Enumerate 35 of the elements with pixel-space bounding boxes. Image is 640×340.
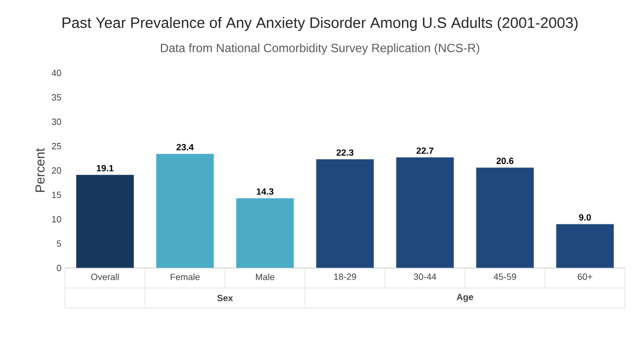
chart-title: Past Year Prevalence of Any Anxiety Disorder Among U.S Adults (2001-2003) (62, 17, 578, 31)
y-tick-label: 20 (52, 167, 62, 174)
chart-subtitle: Data from National Comorbidity Survey Replication (NCS-R) (160, 43, 480, 55)
y-tick-label: 0 (56, 264, 62, 272)
data-label: 14.3 (256, 188, 274, 195)
data-label: 19.1 (96, 164, 114, 172)
x-tick-label: Male (256, 274, 274, 280)
y-tick-label: 40 (52, 70, 62, 76)
bar (396, 157, 454, 268)
data-label: 9.0 (579, 214, 591, 221)
x-tick-label: 30-44 (414, 274, 436, 280)
bar (156, 154, 214, 268)
data-label: 23.4 (176, 144, 194, 150)
bar (556, 224, 614, 268)
text: Age (456, 294, 474, 302)
x-tick-label: 45-59 (494, 274, 516, 280)
x-tick-label: 60+ (578, 274, 592, 280)
bar (76, 174, 134, 268)
y-axis-title: Percent (36, 148, 45, 192)
x-tick-label: Overall (91, 274, 119, 280)
data-label: 20.6 (496, 158, 514, 164)
text: Sex (217, 294, 233, 302)
x-tick-label: 18-29 (334, 274, 356, 280)
y-tick-label: 30 (52, 118, 62, 125)
data-label: 22.3 (336, 149, 354, 156)
bar (236, 198, 294, 268)
y-tick-label: 5 (56, 240, 62, 247)
bar (476, 168, 534, 268)
y-tick-label: 10 (52, 216, 62, 222)
x-tick-label: Female (170, 274, 200, 280)
y-tick-label: 25 (52, 142, 62, 150)
data-label: 22.7 (416, 148, 434, 154)
y-tick-label: 15 (52, 192, 62, 198)
bar (316, 159, 374, 268)
y-tick-label: 35 (52, 94, 62, 101)
